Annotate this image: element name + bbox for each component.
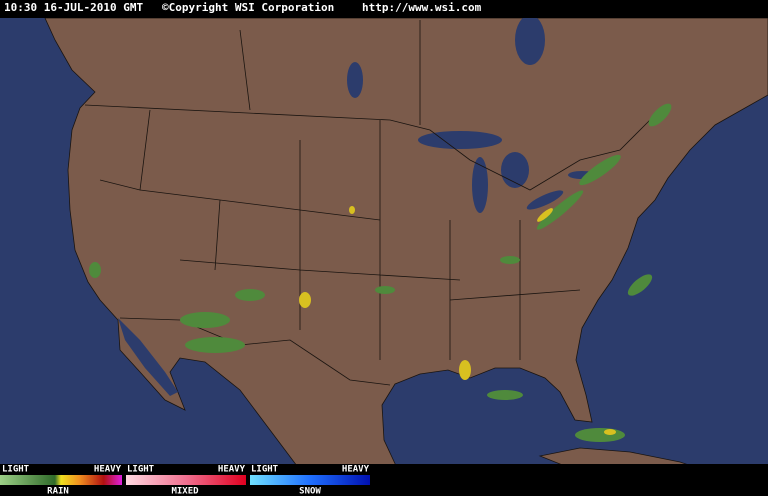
legend-label: SNOW — [299, 487, 321, 496]
legend-light: LIGHT — [251, 465, 279, 475]
baja-gulf — [118, 318, 178, 396]
legend-label: RAIN — [47, 487, 69, 496]
legend-mixed: LIGHT HEAVY MIXED — [126, 465, 246, 496]
legend-light: LIGHT — [2, 465, 30, 475]
lake-michigan — [472, 157, 488, 213]
state-lines — [99, 20, 581, 360]
james-bay — [515, 15, 545, 65]
legend-heavy: HEAVY — [342, 465, 370, 475]
legend-scale — [250, 475, 370, 485]
legend-scale — [126, 475, 246, 485]
legend-rain: LIGHT HEAVY RAIN — [0, 465, 122, 496]
legend-snow: LIGHT HEAVY SNOW — [250, 465, 370, 496]
timestamp: 10:30 16-JUL-2010 GMT — [4, 1, 143, 14]
legend-heavy: HEAVY — [218, 465, 246, 475]
radar-echoes — [89, 103, 672, 442]
legend-label: MIXED — [171, 487, 199, 496]
lake-winnipeg — [347, 62, 363, 98]
legend-heavy: HEAVY — [94, 465, 122, 475]
legend-scale — [0, 475, 122, 485]
copyright: ©Copyright WSI Corporation — [162, 1, 334, 14]
lake-erie — [526, 190, 564, 210]
legend-light: LIGHT — [127, 465, 155, 475]
url: http://www.wsi.com — [362, 1, 482, 14]
lake-superior — [418, 131, 502, 149]
us-canada-border — [84, 104, 651, 191]
header-bar — [0, 0, 768, 18]
